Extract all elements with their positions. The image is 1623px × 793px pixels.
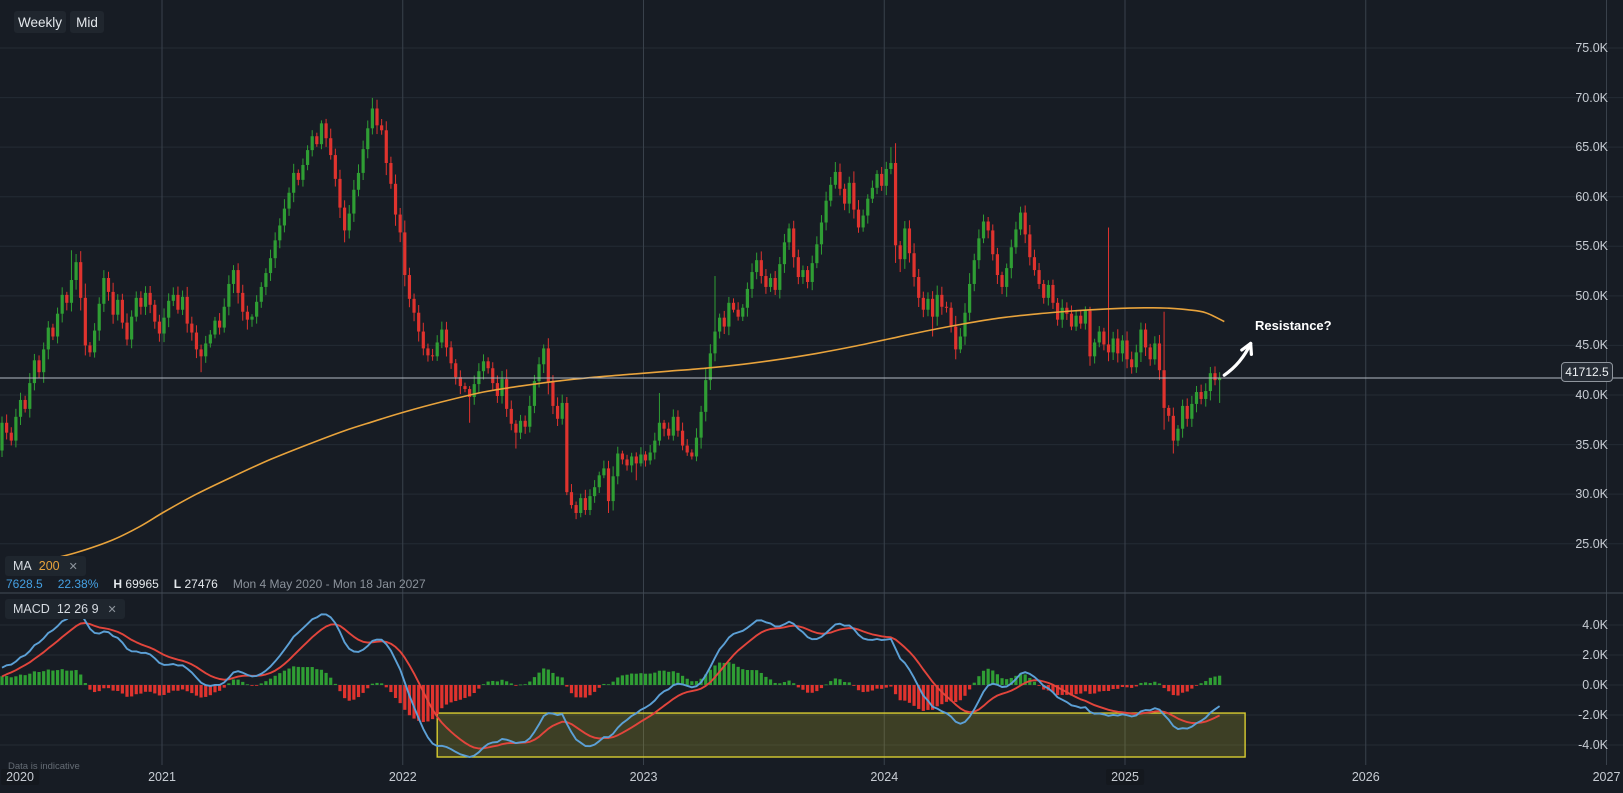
gridlines <box>0 0 1623 765</box>
macd-tick-label: -4.0K <box>1578 738 1608 752</box>
price-tick-label: 55.0K <box>1575 239 1608 254</box>
price-tick-label: 65.0K <box>1575 140 1608 155</box>
price-source-button[interactable]: Mid <box>70 11 104 33</box>
macd-signal-line <box>1 622 1221 750</box>
year-tick-label: 2025 <box>1106 769 1144 785</box>
status-line: 7628.5 22.38% H 69965 L 27476 Mon 4 May … <box>6 577 426 591</box>
status-high-value: 69965 <box>125 577 159 591</box>
macd-indicator-chip[interactable]: MACD 12 26 9 ✕ <box>5 599 125 619</box>
year-tick-label: 2020 <box>1 769 39 785</box>
ma-indicator-period: 200 <box>38 559 60 573</box>
price-tick-label: 25.0K <box>1575 536 1608 551</box>
ma-indicator-name: MA <box>13 559 32 573</box>
resistance-annotation-label: Resistance? <box>1255 318 1332 333</box>
price-tick-label: 75.0K <box>1575 40 1608 55</box>
price-tick-label: 35.0K <box>1575 437 1608 452</box>
macd-line <box>1 610 1221 758</box>
macd-indicator-name: MACD <box>13 602 50 616</box>
macd-tick-label: 0.0K <box>1582 678 1608 692</box>
remove-macd-icon[interactable]: ✕ <box>107 603 117 616</box>
year-tick-label: 2024 <box>870 770 899 784</box>
status-high-label: H <box>113 577 123 591</box>
status-change-pct: 22.38% <box>57 577 99 591</box>
macd-zone-annotation <box>436 712 1246 758</box>
price-tick-label: 30.0K <box>1575 487 1608 502</box>
timeframe-button[interactable]: Weekly <box>14 11 66 33</box>
year-tick-label: 2026 <box>1351 770 1380 784</box>
status-low-label: L <box>173 577 182 591</box>
price-tick-label: 50.0K <box>1575 288 1608 303</box>
status-low-value: 27476 <box>184 577 218 591</box>
price-tick-label: 45.0K <box>1575 338 1608 353</box>
year-tick-label: 2023 <box>629 770 658 784</box>
macd-tick-label: 4.0K <box>1582 618 1608 632</box>
year-tick-label: 2021 <box>148 770 176 784</box>
price-tick-label: 40.0K <box>1575 388 1608 402</box>
macd-tick-label: -2.0K <box>1578 708 1608 722</box>
status-change: 7628.5 <box>6 577 43 591</box>
remove-ma-icon[interactable]: ✕ <box>68 560 78 573</box>
price-tick-label: 60.0K <box>1575 189 1608 204</box>
year-tick-label: 2027 <box>1592 770 1621 784</box>
year-tick-label: 2022 <box>388 770 417 784</box>
ma200-line <box>48 306 1225 561</box>
candles-layer <box>0 97 1222 520</box>
status-date-range: Mon 4 May 2020 - Mon 18 Jan 2027 <box>232 577 426 591</box>
macd-indicator-params: 12 26 9 <box>56 602 99 616</box>
macd-panel[interactable] <box>0 610 1246 758</box>
macd-tick-label: 2.0K <box>1582 648 1608 662</box>
ma-indicator-chip[interactable]: MA 200 ✕ <box>5 556 86 576</box>
current-price-label: 41712.5 <box>1561 362 1613 382</box>
data-indicative-footnote: Data is indicative <box>8 761 80 772</box>
price-tick-label: 70.0K <box>1575 90 1608 105</box>
resistance-arrow <box>1222 341 1253 377</box>
